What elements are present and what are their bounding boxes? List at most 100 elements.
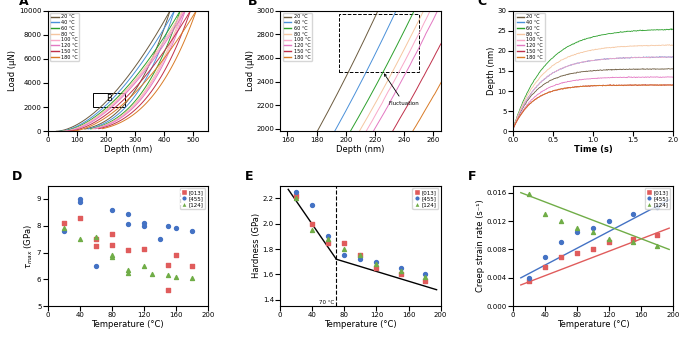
Point: [588, 247, 598, 252]
Point: [419, 278, 430, 284]
Point: [323, 236, 334, 242]
X-axis label: Time (s): Time (s): [574, 145, 613, 154]
Point: [628, 239, 639, 245]
Point: [58, 226, 69, 231]
Point: [371, 259, 382, 265]
Text: D: D: [12, 170, 22, 183]
Point: [163, 287, 173, 293]
Point: [651, 232, 662, 238]
Point: [163, 223, 173, 228]
Point: [651, 243, 662, 249]
Point: [139, 223, 150, 228]
Legend: [013], [455], [124]: [013], [455], [124]: [412, 188, 438, 209]
Point: [628, 211, 639, 217]
Text: F: F: [468, 170, 477, 183]
Point: [307, 202, 318, 207]
X-axis label: Temperature (°C): Temperature (°C): [324, 320, 396, 329]
Legend: [013], [455], [124]: [013], [455], [124]: [645, 188, 670, 209]
Legend: 20 °C, 40 °C, 60 °C, 80 °C, 100 °C, 120 °C, 150 °C, 180 °C: 20 °C, 40 °C, 60 °C, 80 °C, 100 °C, 120 …: [50, 13, 80, 61]
Text: A: A: [19, 0, 29, 7]
Point: [106, 231, 117, 237]
Point: [171, 252, 182, 258]
Point: [355, 256, 366, 262]
X-axis label: Temperature (°C): Temperature (°C): [557, 320, 629, 329]
Point: [556, 239, 566, 245]
Point: [154, 237, 165, 242]
Point: [106, 254, 117, 259]
Point: [556, 254, 566, 259]
Point: [556, 218, 566, 224]
Point: [323, 234, 334, 239]
Point: [339, 240, 350, 246]
Point: [74, 199, 85, 205]
Y-axis label: $\tau_{max}$ (GPa): $\tau_{max}$ (GPa): [23, 223, 35, 269]
Point: [74, 196, 85, 202]
Point: [355, 253, 366, 258]
Point: [122, 270, 133, 276]
Point: [604, 218, 615, 224]
Point: [371, 262, 382, 267]
Point: [171, 274, 182, 279]
Point: [171, 226, 182, 231]
Text: Fluctuation: Fluctuation: [384, 74, 420, 106]
Point: [571, 229, 582, 234]
Point: [186, 275, 197, 281]
Point: [122, 267, 133, 273]
Legend: [013], [455], [124]: [013], [455], [124]: [180, 188, 205, 209]
Point: [651, 204, 662, 210]
Legend: 20 °C, 40 °C, 60 °C, 80 °C, 100 °C, 120 °C, 150 °C, 180 °C: 20 °C, 40 °C, 60 °C, 80 °C, 100 °C, 120 …: [283, 13, 312, 61]
Point: [628, 236, 639, 241]
Point: [186, 263, 197, 269]
Point: [90, 243, 101, 249]
Point: [524, 275, 534, 281]
Point: [291, 189, 302, 195]
Point: [395, 268, 406, 274]
Point: [395, 265, 406, 271]
Point: [395, 272, 406, 277]
Point: [539, 254, 550, 259]
Text: C: C: [477, 0, 487, 7]
X-axis label: Depth (nm): Depth (nm): [336, 145, 385, 154]
Point: [74, 237, 85, 242]
Point: [419, 272, 430, 277]
Point: [539, 211, 550, 217]
Point: [106, 242, 117, 247]
Point: [539, 264, 550, 270]
Legend: 20 °C, 40 °C, 60 °C, 80 °C, 100 °C, 120 °C, 150 °C, 180 °C: 20 °C, 40 °C, 60 °C, 80 °C, 100 °C, 120 …: [515, 13, 545, 61]
Point: [163, 262, 173, 268]
Y-axis label: Hardness (GPa): Hardness (GPa): [252, 213, 261, 278]
Point: [339, 253, 350, 258]
Point: [146, 271, 157, 277]
Point: [355, 253, 366, 258]
Point: [139, 220, 150, 226]
Point: [307, 221, 318, 226]
Point: [90, 237, 101, 242]
Point: [588, 229, 598, 234]
Point: [106, 252, 117, 258]
Point: [58, 220, 69, 226]
Y-axis label: Load (μN): Load (μN): [8, 50, 18, 92]
Point: [106, 207, 117, 213]
Text: B: B: [248, 0, 258, 7]
Text: 70 °C: 70 °C: [320, 300, 335, 305]
Y-axis label: Load (μN): Load (μN): [245, 50, 254, 92]
Point: [139, 263, 150, 269]
Point: [604, 239, 615, 245]
Point: [163, 272, 173, 278]
Point: [571, 225, 582, 231]
Point: [186, 228, 197, 234]
Point: [571, 250, 582, 256]
Point: [291, 195, 302, 201]
Point: [58, 228, 69, 234]
Point: [323, 240, 334, 246]
Point: [90, 234, 101, 239]
Point: [122, 222, 133, 227]
Point: [339, 246, 350, 252]
Point: [604, 236, 615, 241]
Point: [524, 191, 534, 197]
Y-axis label: Depth (nm): Depth (nm): [487, 47, 496, 95]
Point: [74, 215, 85, 221]
Bar: [92, 93, 125, 107]
Point: [139, 246, 150, 251]
Point: [588, 225, 598, 231]
